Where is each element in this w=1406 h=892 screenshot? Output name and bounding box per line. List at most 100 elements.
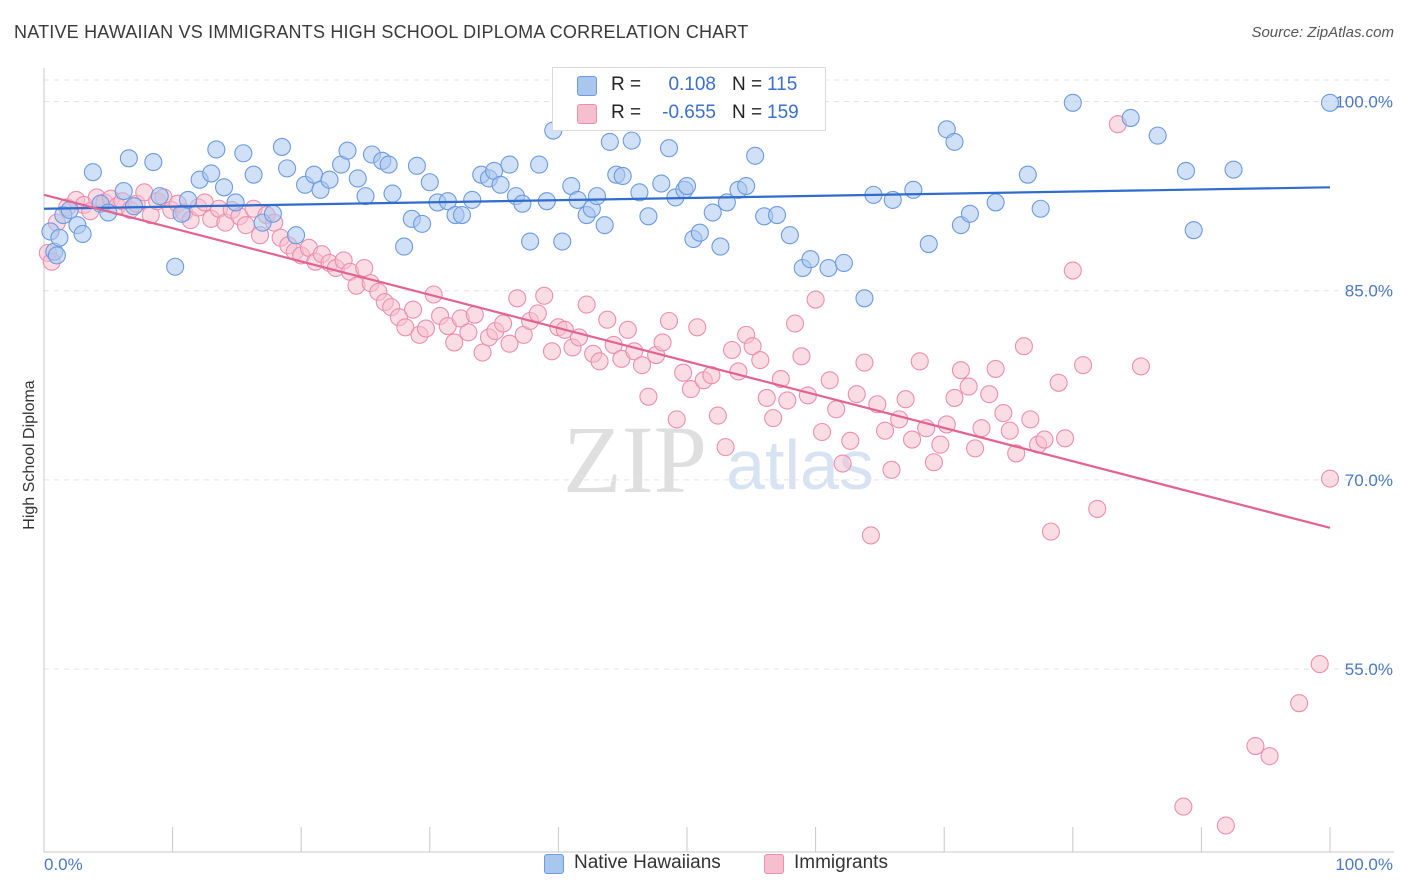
native-hawaiians-point [1018,165,1037,184]
legend-r-value: -0.655 [662,102,716,123]
immigrants-point [890,410,909,429]
immigrants-point [500,334,519,353]
native-hawaiians-point [919,235,938,254]
legend-r-value: 0.108 [668,74,716,95]
immigrants-point [659,311,679,331]
native-hawaiians-point [767,205,787,225]
immigrants-point [980,385,999,404]
immigrants-point [1310,655,1329,674]
native-hawaiians-point [119,149,138,168]
immigrants-point [459,323,478,342]
immigrants-point [632,356,652,375]
legend-series: Native Hawaiians Immigrants [0,850,1406,878]
immigrants-point [508,289,527,308]
native-hawaiians-point [395,237,414,256]
immigrants-point [1088,499,1107,518]
native-hawaiians-point [287,226,306,245]
native-hawaiians-point [855,289,874,308]
native-hawaiians-point [73,224,92,244]
immigrants-point [820,371,839,390]
native-hawaiians-point [690,223,709,242]
legend-r-label: R = [611,74,642,95]
immigrants-point [1174,797,1193,816]
immigrants-point [542,342,562,361]
legend-n-value: 159 [767,102,799,123]
immigrants-point [1035,430,1054,449]
immigrants-point [722,340,742,360]
immigrants-point [708,406,727,425]
native-hawaiians-point [521,232,540,251]
immigrants-point [847,385,866,404]
immigrants-point [959,377,978,396]
immigrants-point [1131,357,1151,376]
native-hawaiians-point [819,258,838,278]
native-hawaiians-point [272,137,291,156]
native-hawaiians-point [703,203,722,222]
immigrants-point [1007,444,1026,463]
native-hawaiians-point [207,140,226,159]
immigrants-point [986,359,1005,378]
immigrants-point [445,333,464,352]
legend-swatch-pink [577,104,597,124]
watermark-zip: ZIP [563,406,707,513]
immigrants-point [875,421,895,440]
immigrants-point [396,318,415,337]
immigrants-point [674,363,693,382]
immigrants-point [994,404,1013,423]
legend-label-native-hawaiians: Native Hawaiians [574,852,721,873]
immigrants-point [1000,421,1019,440]
native-hawaiians-point [47,246,66,265]
native-hawaiians-point [1184,221,1203,240]
immigrants-point [764,409,783,428]
immigrants-point [841,431,860,450]
immigrants-point [827,400,846,419]
immigrants-point [528,304,547,323]
immigrants-point [1014,337,1033,356]
immigrants-point [902,430,922,449]
native-hawaiians-point [639,207,658,226]
native-hawaiians-point [50,228,69,247]
immigrants-point [931,435,950,454]
legend-r-label: R = [611,102,642,123]
native-hawaiians-point [348,169,367,188]
immigrants-point [751,351,770,370]
native-hawaiians-point [338,141,357,160]
native-hawaiians-point [513,194,532,213]
native-hawaiians-point [226,193,245,212]
immigrants-point [743,337,762,356]
native-hawaiians-point [278,159,297,178]
legend-row-immigrants: R = -0.655 N = 159 [553,100,825,128]
immigrants-point [951,361,970,380]
native-hawaiians-point [622,131,641,150]
native-hawaiians-point [244,165,263,184]
immigrants-point [778,391,797,410]
immigrants-point [812,422,832,442]
native-hawaiians-point [356,187,375,206]
immigrants-point [966,439,985,458]
native-hawaiians-point [945,132,964,151]
immigrants-point [896,390,915,409]
immigrants-point [577,295,596,314]
immigrants-point [618,320,637,339]
immigrants-point [729,362,748,381]
native-hawaiians-point [379,155,398,174]
y-tick-label: 55.0% [1345,660,1393,679]
immigrants-point [792,347,811,366]
immigrants-point [416,319,435,338]
immigrants-point [681,380,700,399]
native-hawaiians-point [1148,126,1167,145]
immigrants-point [924,453,943,472]
native-hawaiians-point [986,193,1005,212]
immigrants-point [473,343,492,362]
native-hawaiians-point [178,190,198,209]
trend-lines [43,186,1331,529]
native-hawaiians-point [737,176,756,196]
legend-stats: R = 0.108 N = 115 R = -0.655 N = 159 [552,67,826,131]
immigrants-point [833,454,852,473]
native-hawaiians-point [780,226,799,245]
native-hawaiians-point [420,173,439,192]
native-hawaiians-trend-line [43,186,1331,210]
native-hawaiians-point [305,165,324,184]
native-hawaiians-point [500,155,519,174]
